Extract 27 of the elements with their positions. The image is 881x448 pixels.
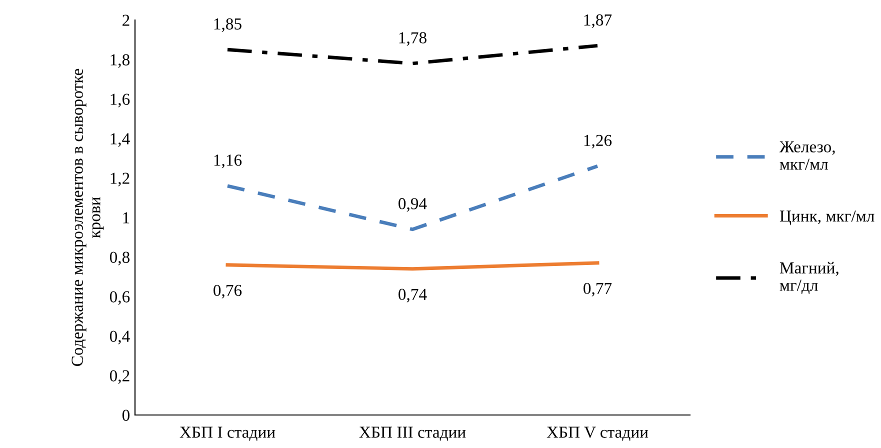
legend-label: Железо, мкг/мл <box>779 141 835 170</box>
y-tick-label: 0,2 <box>110 370 130 384</box>
x-tick-label: ХБП I стадии <box>180 426 276 441</box>
data-label: 0,77 <box>584 282 612 296</box>
data-label: 0,74 <box>398 288 427 302</box>
data-label: 1,16 <box>214 154 242 168</box>
y-tick-label: 0,4 <box>110 330 130 344</box>
data-label: 1,78 <box>399 32 426 46</box>
legend-label: Цинк, мкг/мл <box>780 210 874 226</box>
data-label: 0,76 <box>214 284 242 298</box>
data-label: 1,26 <box>584 134 612 148</box>
y-tick-label: 1 <box>123 212 130 224</box>
y-tick-label: 1,2 <box>110 172 130 186</box>
y-tick-label: 2 <box>122 14 130 26</box>
x-tick-label: ХБП III стадии <box>359 426 466 441</box>
y-tick-label: 1,6 <box>110 94 130 108</box>
x-tick-label: ХБП V стадии <box>546 426 648 441</box>
data-label: 1,85 <box>214 18 242 32</box>
y-tick-label: 0,6 <box>110 291 130 305</box>
data-label: 1,87 <box>584 14 612 28</box>
legend-label: Магний, мг/дл <box>780 262 838 294</box>
y-axis-title: Содержание микроэлементов в сыворотке крови <box>72 68 104 366</box>
y-tick-label: 1,4 <box>110 133 130 147</box>
y-tick-label: 0,8 <box>110 252 130 266</box>
y-tick-label: 1,8 <box>110 54 130 68</box>
y-tick-label: 0 <box>122 410 130 421</box>
data-label: 0,94 <box>398 198 427 212</box>
